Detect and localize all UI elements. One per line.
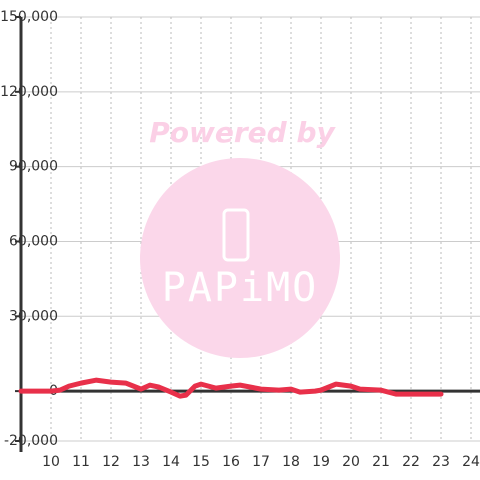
x-tick-label: 24	[462, 454, 480, 470]
x-tick-label: 19	[312, 454, 330, 470]
watermark-brand: PAPiMO	[162, 265, 319, 311]
x-tick-label: 10	[42, 454, 60, 470]
x-tick-label: 23	[432, 454, 450, 470]
x-tick-label: 18	[282, 454, 300, 470]
x-tick-label: 11	[72, 454, 90, 470]
data-line	[18, 377, 444, 399]
y-tick-label: 120,000	[0, 84, 58, 100]
watermark-text: Powered by	[149, 116, 336, 149]
x-tick-label: 20	[342, 454, 360, 470]
x-tick-label: 17	[252, 454, 270, 470]
x-tick-label: 14	[162, 454, 180, 470]
x-tick-label: 12	[102, 454, 120, 470]
y-tick-label: 90,000	[9, 159, 58, 175]
y-tick-label: 150,000	[0, 9, 58, 25]
x-tick-label: 16	[222, 454, 240, 470]
y-tick-label: 60,000	[9, 233, 58, 249]
y-tick-label: -20,000	[4, 433, 58, 449]
watermark: Powered by PAPiMO	[140, 116, 340, 358]
x-tick-label: 21	[372, 454, 390, 470]
x-tick-label: 22	[402, 454, 420, 470]
watermark-circle	[140, 158, 340, 358]
x-tick-label: 15	[192, 454, 210, 470]
x-tick-label: 13	[132, 454, 150, 470]
plot: -20,000030,00060,00090,000120,000150,000…	[0, 9, 480, 470]
watermark-icon	[222, 208, 250, 262]
grid	[15, 16, 480, 442]
y-tick-label: 30,000	[9, 308, 58, 324]
